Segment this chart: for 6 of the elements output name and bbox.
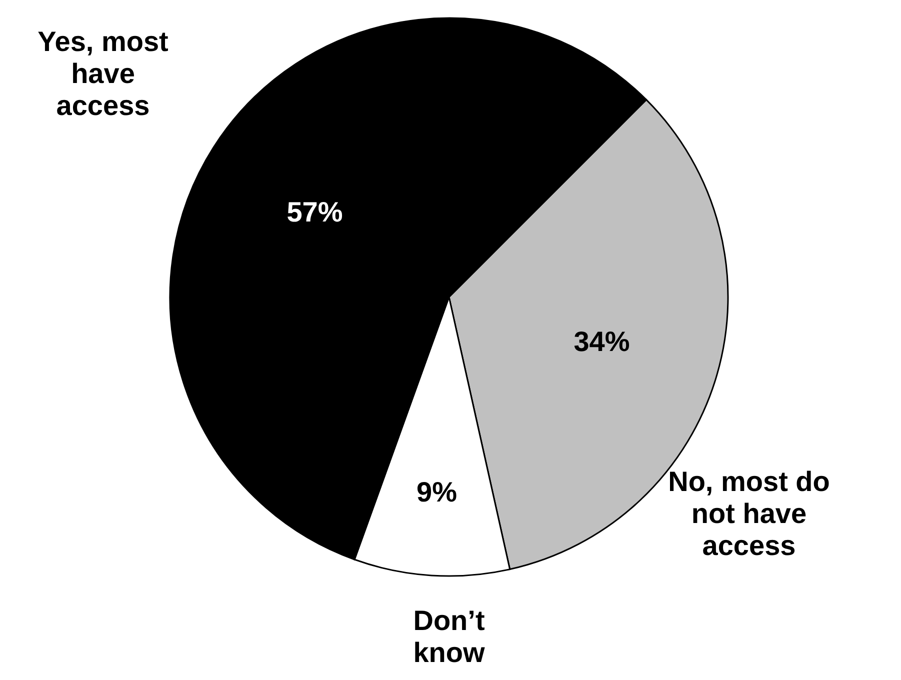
data-label: 34% xyxy=(574,326,630,358)
slice-label: No, most do not have access xyxy=(668,466,830,561)
slice-label: Yes, most have access xyxy=(38,26,168,121)
data-label: 57% xyxy=(286,196,343,228)
slice-label: Don’t know xyxy=(413,604,485,668)
data-label: 9% xyxy=(416,476,458,508)
